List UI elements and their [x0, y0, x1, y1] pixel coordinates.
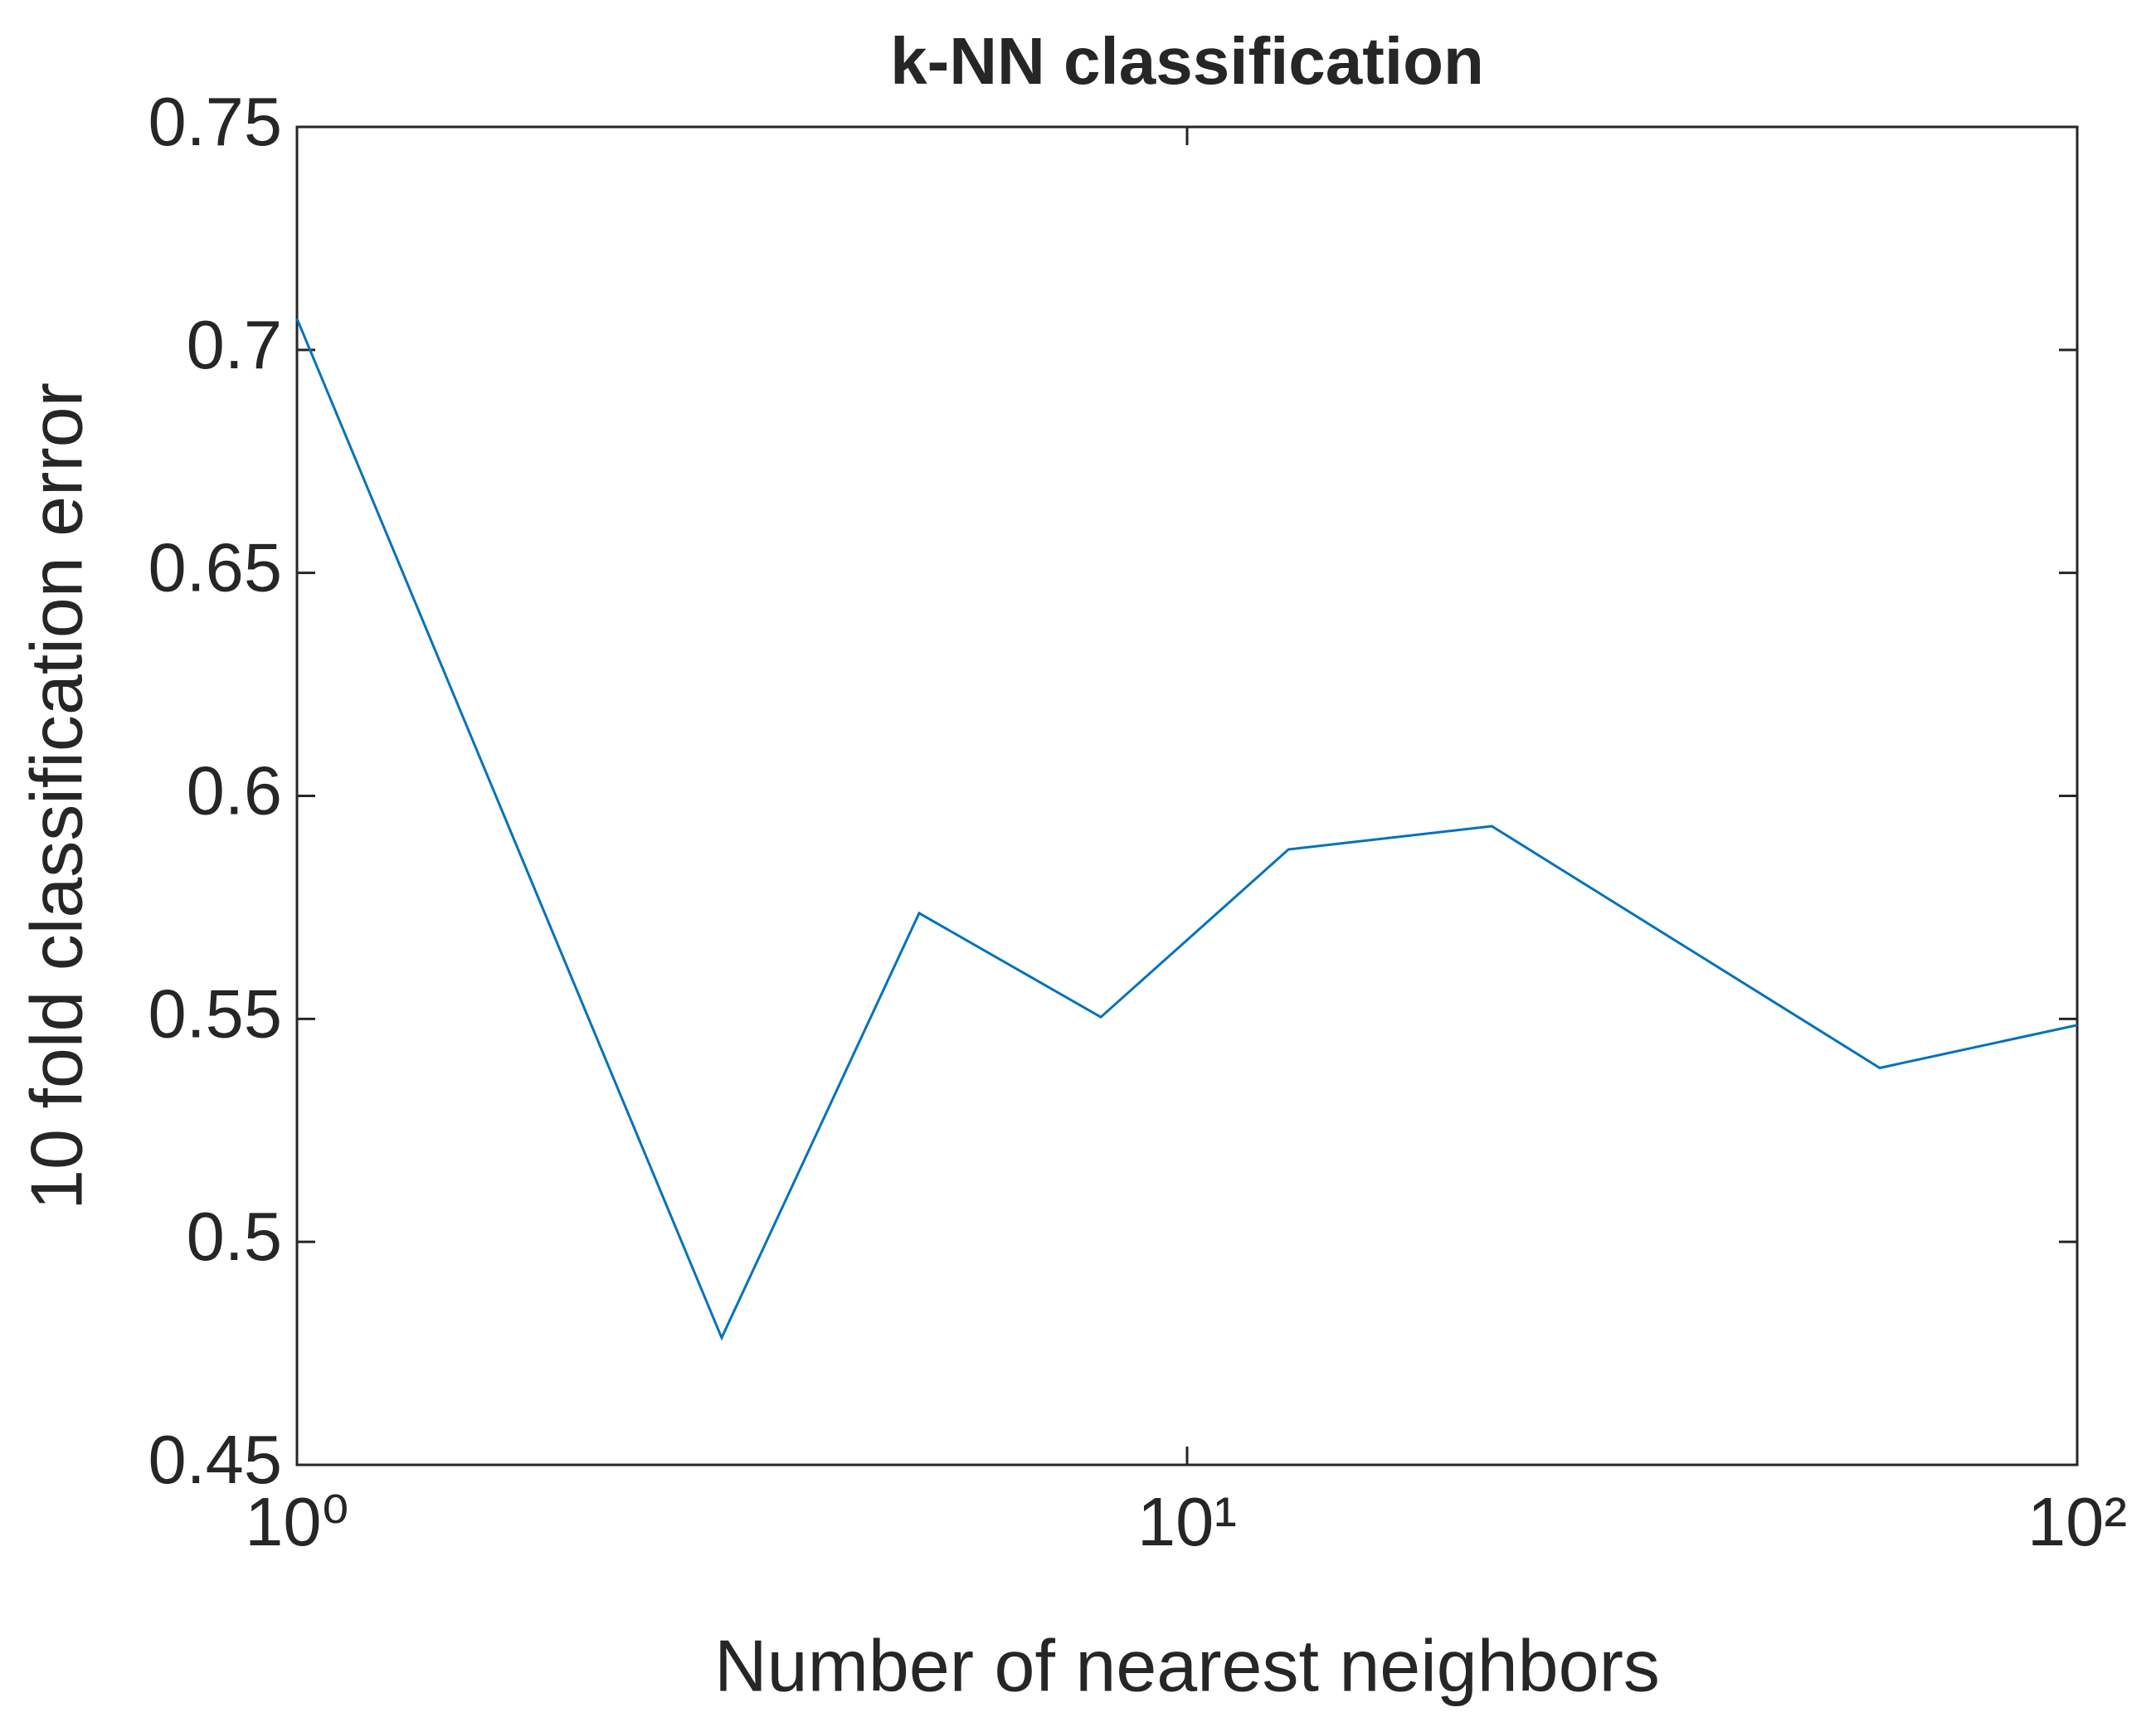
x-tick-label: 10²: [2027, 1483, 2127, 1560]
y-tick-label: 0.5: [187, 1198, 282, 1275]
x-tick-label: 10⁰: [245, 1483, 349, 1560]
x-tick-label: 10¹: [1137, 1483, 1237, 1560]
y-tick-label: 0.55: [148, 975, 282, 1052]
y-tick-label: 0.75: [148, 83, 282, 160]
chart-title: k-NN classification: [890, 24, 1484, 98]
y-axis-label: 10 fold classification error: [15, 382, 97, 1210]
y-tick-label: 0.6: [187, 752, 282, 829]
data-line: [295, 318, 2078, 1341]
y-tick-label: 0.7: [187, 306, 282, 383]
y-tick-label: 0.65: [148, 529, 282, 606]
x-axis-label: Number of nearest neighbors: [714, 1624, 1660, 1706]
y-tick-label: 0.45: [148, 1421, 282, 1498]
